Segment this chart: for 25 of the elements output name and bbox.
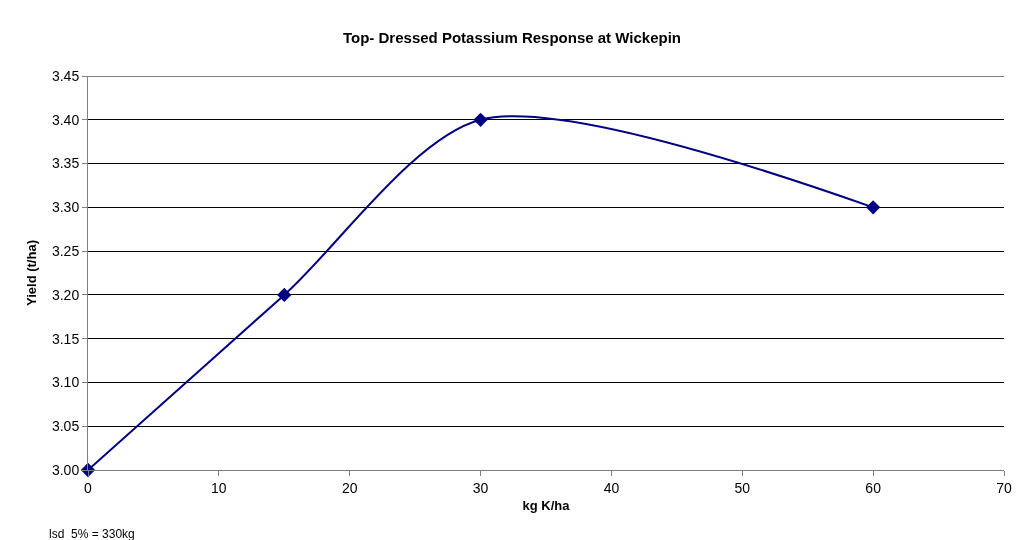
point xyxy=(277,287,292,303)
y-tick-label: 3.10 xyxy=(51,374,80,391)
chart-title: Top- Dressed Potassium Response at Wickepin xyxy=(342,29,682,47)
x-tick-label: 50 xyxy=(734,479,751,496)
y-tick-label: 3.00 xyxy=(51,461,80,478)
y-tick-label: 3.35 xyxy=(51,155,80,172)
x-tick-label: 70 xyxy=(996,479,1012,496)
y-tick-label: 3.25 xyxy=(51,243,80,260)
y-tick-label: 3.15 xyxy=(51,330,80,347)
point xyxy=(473,112,488,127)
point xyxy=(865,200,881,215)
y-tick-label: 3.30 xyxy=(51,199,80,216)
y-axis-title: Yield (t/ha) xyxy=(23,240,39,306)
x-tick-label: 20 xyxy=(341,479,358,496)
x-tick-label: 0 xyxy=(84,479,93,496)
x-tick-label: 30 xyxy=(472,479,489,496)
x-tick-label: 60 xyxy=(865,479,882,496)
x-axis-title: kg K/ha xyxy=(522,498,571,514)
text: lsd 5% = 330kg xyxy=(49,527,135,540)
y-tick-label: 3.45 xyxy=(51,67,80,84)
x-tick-label: 40 xyxy=(603,479,620,496)
y-tick-label: 3.20 xyxy=(51,286,80,303)
y-tick-label: 3.05 xyxy=(51,418,80,435)
x-tick-label: 10 xyxy=(211,479,227,496)
y-tick-label: 3.40 xyxy=(51,111,80,128)
